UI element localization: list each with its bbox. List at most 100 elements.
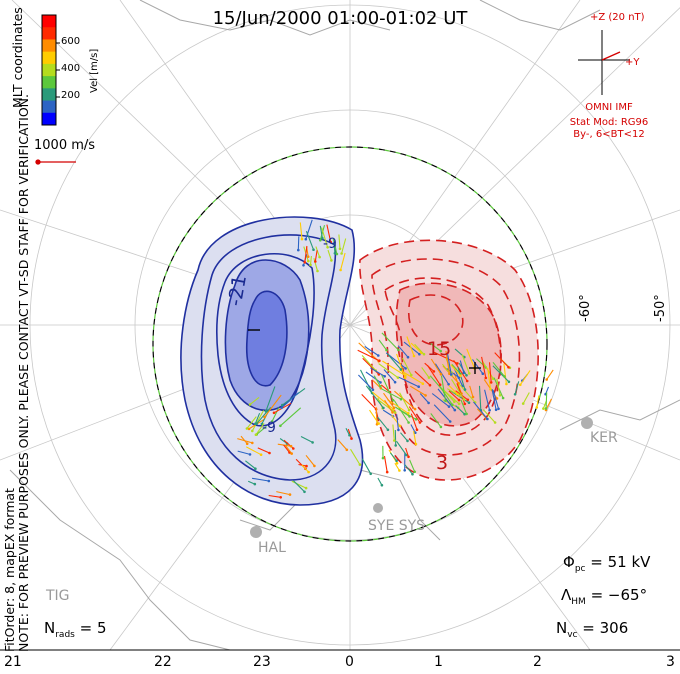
vector-origin-dot — [489, 387, 492, 391]
vector-origin-dot — [465, 374, 468, 377]
vector-origin-dot — [405, 453, 408, 457]
velocity-vectors — [237, 219, 554, 499]
vector-origin-dot — [462, 398, 466, 401]
vector-origin-dot — [418, 352, 421, 356]
imf-clock — [578, 30, 630, 95]
mlt-label: 21 — [4, 654, 22, 670]
vector-origin-dot — [456, 392, 459, 396]
vector-origin-dot — [505, 382, 508, 386]
vector-origin-dot — [399, 397, 403, 401]
velocity-vector — [457, 366, 466, 390]
vector-origin-dot — [439, 425, 443, 429]
vector-origin-dot — [414, 442, 418, 446]
velocity-vector — [283, 444, 290, 453]
vector-origin-dot — [377, 422, 380, 425]
vector-origin-dot — [247, 427, 251, 431]
velocity-vector — [358, 374, 374, 391]
vector-origin-dot — [369, 472, 373, 476]
velocity-vector — [315, 246, 321, 258]
vector-origin-dot — [394, 444, 398, 447]
vector-origin-dot — [397, 348, 400, 352]
vector-origin-dot — [497, 407, 500, 411]
vector-origin-dot — [300, 237, 304, 241]
velocity-vector — [397, 345, 409, 358]
vector-origin-dot — [467, 401, 471, 405]
vector-origin-dot — [488, 408, 491, 412]
velocity-vector — [338, 234, 341, 249]
vector-origin-dot — [333, 252, 337, 255]
vector-origin-dot — [303, 261, 307, 264]
velocity-vector — [364, 345, 379, 356]
velocity-vector — [414, 343, 425, 355]
vector-origin-dot — [456, 362, 459, 365]
velocity-vector — [492, 389, 500, 409]
velocity-vector — [445, 350, 450, 374]
vector-origin-dot — [318, 255, 321, 259]
imf-y-label: +Y — [625, 57, 640, 68]
velocity-vector — [494, 352, 509, 368]
velocity-vector — [481, 356, 487, 379]
vector-origin-dot — [414, 431, 417, 435]
velocity-vector — [300, 436, 313, 443]
vector-origin-dot — [248, 403, 252, 406]
vector-origin-dot — [407, 412, 410, 415]
velocity-vector — [240, 435, 248, 445]
vector-origin-dot — [396, 376, 400, 379]
velocity-vector — [472, 359, 484, 375]
vector-origin-dot — [439, 349, 443, 353]
vector-origin-dot — [288, 493, 292, 496]
phi-symbol: Φ — [563, 553, 575, 571]
vector-origin-dot — [406, 355, 410, 359]
velocity-vector — [251, 410, 265, 432]
site-label-hal: HAL — [258, 540, 286, 556]
velocity-vector — [399, 392, 410, 411]
velocity-vector — [383, 369, 396, 383]
velocity-vector — [383, 392, 395, 409]
vector-origin-dot — [297, 248, 300, 252]
velocity-vector — [488, 362, 492, 383]
velocity-vector — [410, 385, 426, 396]
vector-origin-dot — [447, 405, 451, 408]
velocity-vector — [360, 369, 373, 394]
vector-origin-dot — [259, 453, 263, 457]
velocity-vector — [305, 454, 315, 467]
velocity-vector — [245, 446, 262, 456]
vector-origin-dot — [292, 447, 295, 450]
velocity-vector — [257, 447, 270, 454]
vector-origin-dot — [289, 444, 293, 448]
velocity-vector — [400, 432, 408, 442]
vector-origin-dot — [251, 441, 254, 445]
colorbar-segment — [42, 112, 56, 126]
velocity-vector — [309, 255, 312, 265]
vector-origin-dot — [481, 372, 485, 376]
velocity-vector — [430, 413, 442, 428]
vector-origin-dot — [335, 252, 339, 256]
colorbar — [41, 14, 57, 126]
vector-origin-dot — [489, 381, 493, 384]
velocity-vector — [276, 491, 291, 496]
velocity-vector — [514, 381, 520, 395]
velocity-vector — [404, 464, 413, 475]
mlt-label: 2 — [533, 654, 542, 670]
contour-label: 3 — [436, 452, 449, 474]
lambda-subscript: HM — [571, 597, 586, 607]
velocity-vector — [455, 405, 465, 415]
vector-origin-dot — [545, 378, 548, 381]
site-label-sye-sys: SYE SYS — [368, 518, 426, 534]
velocity-vector — [254, 412, 261, 425]
velocity-vector — [281, 392, 299, 409]
vector-origin-dot — [253, 482, 257, 486]
velocity-vector — [433, 404, 451, 422]
vector-origin-dot — [345, 448, 349, 452]
vector-origin-dot — [383, 375, 387, 378]
negative-contours — [180, 216, 364, 506]
velocity-vector — [421, 367, 430, 378]
velocity-vector — [378, 339, 387, 351]
velocity-vector — [484, 389, 491, 411]
vector-origin-dot — [465, 379, 469, 383]
cross-polar-potential: Φpc = 51 kV — [563, 553, 650, 574]
velocity-vector — [402, 357, 412, 376]
vector-origin-dot — [427, 376, 431, 379]
vector-origin-dot — [358, 463, 362, 466]
vector-origin-dot — [245, 427, 249, 430]
